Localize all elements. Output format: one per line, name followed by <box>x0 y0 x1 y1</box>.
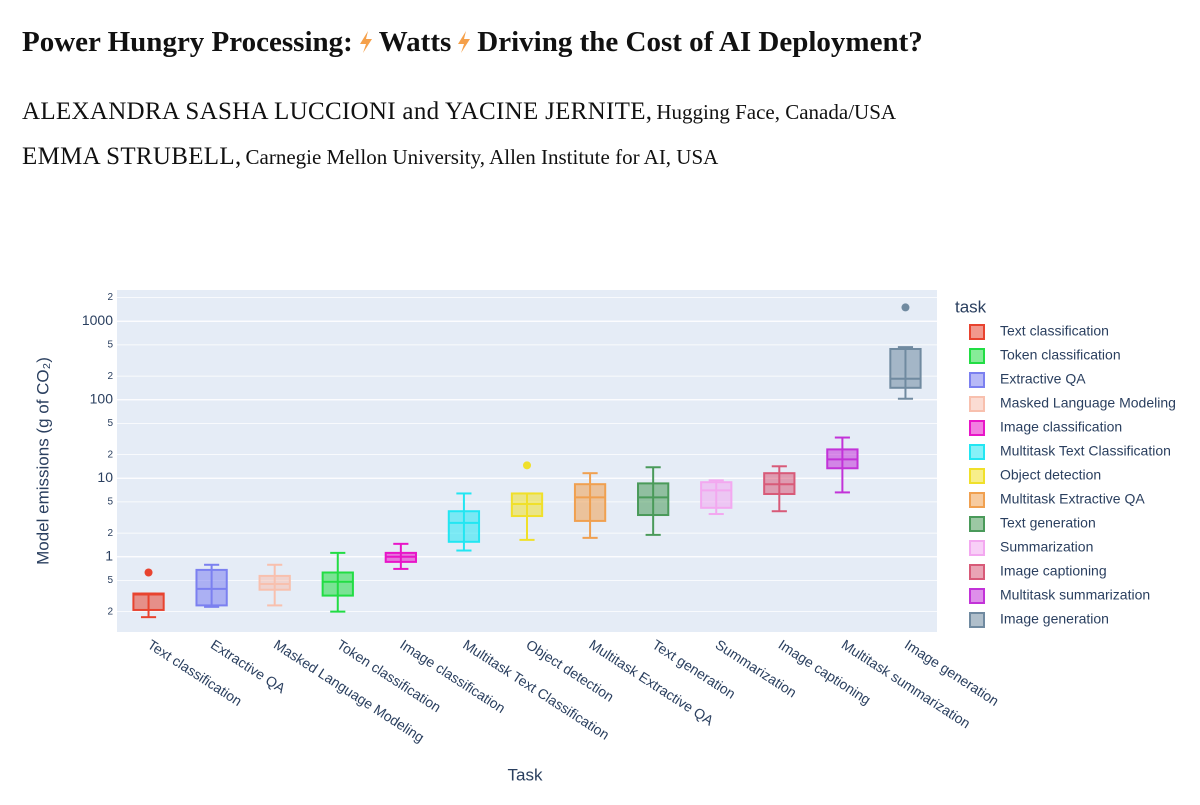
legend-title: task <box>955 297 987 316</box>
box-group <box>700 479 733 516</box>
box-group <box>573 472 607 539</box>
y-tick-label: 100 <box>90 390 114 406</box>
legend-swatch <box>969 348 985 364</box>
title-part: Driving the Cost of AI Deployment? <box>477 26 923 58</box>
author-line: ALEXANDRA SASHA LUCCIONI and YACINE JERN… <box>22 98 896 126</box>
legend-label: Text generation <box>1000 515 1096 531</box>
box <box>637 482 670 517</box>
legend-label: Multitask Text Classification <box>1000 443 1171 459</box>
box-group <box>321 551 354 613</box>
y-tick-label: 10 <box>97 469 113 485</box>
legend-label: Token classification <box>1000 347 1121 363</box>
paper-title: Power Hungry Processing: Watts Driving the… <box>22 26 923 59</box>
legend-label: Extractive QA <box>1000 371 1086 387</box>
y-tick-label: 5 <box>107 497 113 508</box>
box <box>132 592 165 611</box>
box-group <box>195 563 228 608</box>
legend-swatch <box>969 588 985 604</box>
box <box>700 481 733 509</box>
legend-swatch <box>969 468 985 484</box>
legend-swatch <box>969 516 985 532</box>
legend-swatch <box>969 612 985 628</box>
bolt-icon <box>458 31 471 53</box>
y-axis-title: Model emissions (g of CO₂) <box>33 357 52 565</box>
x-tick-label: Image classification <box>397 636 508 716</box>
author-line: EMMA STRUBELL, Carnegie Mellon Universit… <box>22 143 718 171</box>
affiliation: Carnegie Mellon University, Allen Instit… <box>245 145 719 169</box>
legend-label: Text classification <box>1000 323 1109 339</box>
box-group <box>637 466 670 536</box>
title-part: Power Hungry Processing: <box>22 26 353 58</box>
y-tick-label: 2 <box>107 292 113 303</box>
author-names: ALEXANDRA SASHA LUCCIONI and YACINE JERN… <box>22 98 653 125</box>
box-group <box>763 465 796 513</box>
legend-label: Object detection <box>1000 467 1101 483</box>
legend-label: Multitask summarization <box>1000 587 1150 603</box>
legend-swatch <box>969 540 985 556</box>
box <box>258 574 291 591</box>
bolt-icon <box>359 31 372 53</box>
box-group <box>510 461 544 541</box>
plot-background <box>117 290 937 632</box>
legend-label: Image generation <box>1000 611 1109 627</box>
y-tick-label: 1000 <box>82 312 113 328</box>
legend-swatch <box>969 420 985 436</box>
legend-label: Summarization <box>1000 539 1093 555</box>
box <box>889 347 922 389</box>
legend-swatch <box>969 492 985 508</box>
box <box>573 483 607 522</box>
y-tick-label: 5 <box>107 575 113 586</box>
box-group <box>447 492 481 552</box>
title-part: Watts <box>378 26 452 58</box>
author-names: EMMA STRUBELL, <box>22 143 242 170</box>
y-tick-label: 5 <box>107 418 113 429</box>
affiliation: Hugging Face, Canada/USA <box>656 100 897 124</box>
x-axis-title: Task <box>508 765 543 784</box>
legend-swatch <box>969 396 985 412</box>
box-group <box>132 568 165 619</box>
y-tick-label: 5 <box>107 340 113 351</box>
box <box>447 510 481 543</box>
y-tick-label: 2 <box>107 528 113 539</box>
legend-swatch <box>969 372 985 388</box>
legend-label: Masked Language Modeling <box>1000 395 1176 411</box>
legend-swatch <box>969 444 985 460</box>
legend-swatch <box>969 564 985 580</box>
legend-swatch <box>969 324 985 340</box>
box-group <box>258 563 291 607</box>
box <box>321 571 354 597</box>
x-tick-label: Token classification <box>334 636 444 715</box>
box-group <box>826 436 859 494</box>
legend-label: Image classification <box>1000 419 1122 435</box>
outlier <box>901 303 910 312</box>
box-group <box>384 542 417 570</box>
y-tick-label: 2 <box>107 371 113 382</box>
y-tick-label: 1 <box>105 547 113 563</box>
y-tick-label: 2 <box>107 449 113 460</box>
outlier <box>523 461 531 470</box>
box-group <box>889 303 922 400</box>
y-tick-label: 2 <box>107 606 113 617</box>
box <box>195 568 228 607</box>
legend-label: Multitask Extractive QA <box>1000 491 1145 507</box>
legend-label: Image captioning <box>1000 563 1107 579</box>
outlier <box>144 568 153 577</box>
